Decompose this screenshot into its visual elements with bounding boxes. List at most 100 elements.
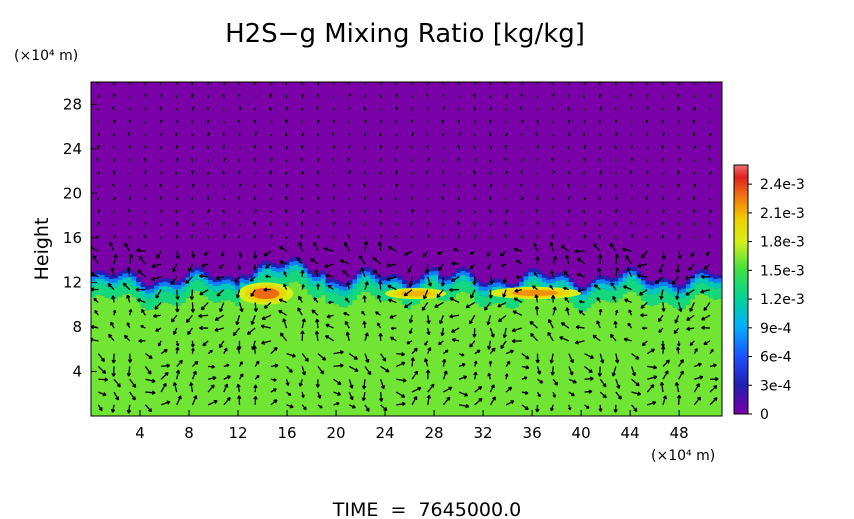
wind-vector-head: [253, 384, 258, 389]
field-cell: [154, 285, 160, 290]
colorbar-tick-label: 1.2e-3: [760, 292, 805, 308]
field-cell: [438, 299, 444, 416]
wind-vector: [671, 276, 680, 285]
field-cell: [474, 286, 480, 293]
wind-vector: [186, 314, 193, 323]
wind-vector-head: [661, 185, 664, 187]
field-cell: [239, 274, 245, 279]
wind-vector: [552, 256, 557, 265]
wind-vector-head: [172, 382, 178, 386]
field-cell: [609, 285, 615, 292]
wind-vector-head: [348, 107, 351, 110]
field-cell: [708, 273, 714, 278]
wind-vector-head: [520, 170, 524, 173]
wind-vector-head: [144, 222, 147, 225]
wind-vector-head: [132, 383, 137, 388]
wind-vector: [136, 249, 146, 252]
wind-vector: [348, 379, 353, 389]
field-cell: [613, 277, 619, 282]
wind-vector-head: [598, 158, 601, 161]
field-cell: [411, 280, 417, 285]
wind-vector: [97, 353, 105, 362]
wind-vector-head: [675, 346, 681, 351]
wind-vector-head: [379, 94, 382, 97]
field-cell: [492, 303, 498, 416]
wind-vector-head: [437, 251, 441, 255]
field-cell: [257, 268, 263, 272]
field-cell: [208, 289, 214, 301]
wind-vector-head: [661, 108, 664, 110]
wind-vector-head: [551, 197, 554, 200]
field-cell: [613, 285, 619, 291]
field-cell: [577, 311, 583, 416]
wind-vector: [676, 263, 680, 273]
wind-vector-head: [568, 407, 572, 411]
field-cell: [271, 263, 277, 268]
wind-vector-head: [489, 222, 493, 225]
field-cell: [487, 281, 493, 286]
wind-vector-head: [615, 172, 618, 174]
wind-vector-head: [637, 263, 642, 268]
wind-vector-head: [222, 209, 225, 212]
wind-vector-head: [378, 209, 382, 212]
x-tick-label: 48: [670, 424, 689, 442]
wind-vector: [108, 334, 115, 342]
wind-vector-head: [143, 234, 147, 237]
field-cell: [469, 297, 475, 416]
wind-vector: [236, 289, 241, 299]
wind-vector-overlay: [91, 82, 719, 414]
field-cell: [483, 286, 489, 291]
wind-vector: [640, 301, 648, 309]
wind-vector-head: [424, 358, 429, 363]
field-cell: [618, 273, 624, 278]
wind-vector-head: [269, 93, 272, 96]
wind-vector-head: [339, 363, 344, 368]
wind-vector-head: [254, 95, 257, 97]
wind-vector-head: [190, 308, 196, 313]
wind-vector-head: [253, 145, 257, 148]
wind-vector-head: [427, 121, 429, 123]
field-cell: [338, 290, 344, 296]
wind-vector-head: [614, 253, 619, 258]
wind-vector-head: [403, 304, 409, 309]
wind-vector-head: [301, 185, 304, 187]
field-cell: [109, 282, 115, 289]
wind-vector-head: [138, 338, 142, 344]
wind-vector-head: [254, 209, 258, 212]
field-cell: [537, 270, 543, 275]
field-cell: [483, 290, 489, 297]
field-cell: [91, 276, 97, 281]
wind-vector-head: [491, 396, 496, 401]
field-cell: [586, 296, 592, 308]
wind-vector-head: [442, 170, 445, 173]
wind-vector-head: [128, 95, 131, 98]
wind-vector: [364, 353, 369, 363]
wind-vector-head: [552, 107, 555, 110]
wind-vector: [379, 392, 383, 402]
wind-vector-head: [483, 306, 489, 311]
wind-vector-head: [583, 120, 586, 123]
wind-vector-head: [469, 320, 474, 325]
wind-vector: [609, 333, 617, 342]
field-cell: [298, 283, 304, 416]
field-cell: [239, 278, 245, 283]
field-cell: [699, 272, 705, 277]
wind-vector-head: [175, 158, 179, 161]
field-cell: [595, 300, 601, 416]
field-cell: [537, 274, 543, 279]
wind-vector-head: [500, 344, 505, 350]
wind-vector: [379, 280, 382, 290]
field-cell: [505, 296, 511, 308]
wind-vector: [512, 327, 522, 332]
wind-vector-head: [654, 279, 660, 285]
wind-vector: [674, 314, 680, 324]
wind-vector-head: [207, 159, 210, 161]
wind-vector-head: [677, 106, 680, 109]
wind-vector-head: [637, 273, 641, 279]
wind-vector-head: [214, 316, 219, 321]
wind-vector-head: [109, 241, 114, 246]
wind-vector-head: [285, 159, 288, 162]
wind-vector-head: [535, 209, 539, 212]
wind-vector-head: [631, 372, 636, 377]
wind-vector-head: [301, 371, 307, 376]
